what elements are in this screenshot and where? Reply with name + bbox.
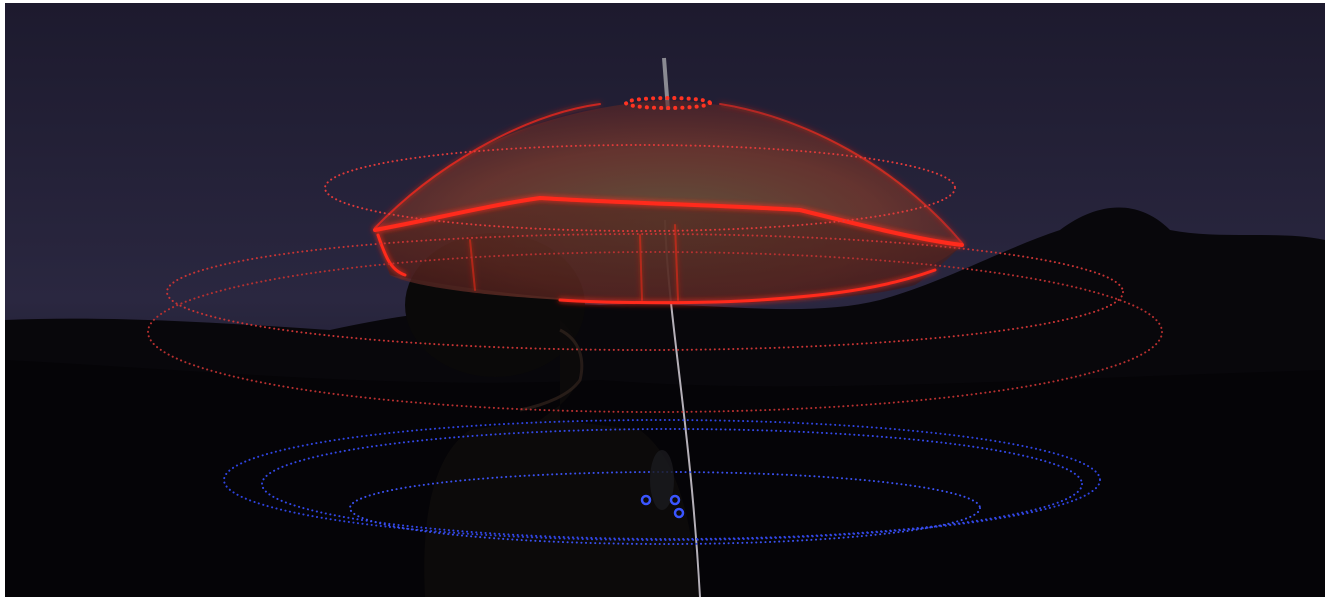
skirt-light-bottom [558,268,937,305]
rib-light-left [374,103,601,229]
face-edge [519,328,584,412]
umbrella-lights [373,103,964,305]
blue-ring [223,419,1101,541]
blue-ring [261,428,1083,540]
rib-light-right [719,103,963,244]
red-light-rings [147,144,1163,413]
blue-led [669,494,681,506]
umbrella [373,96,964,305]
blue-ring [349,471,981,545]
rib-lights [469,224,679,301]
red-ring [324,144,956,232]
blue-light-rings [223,419,1101,545]
person-body [424,320,700,597]
blue-led [673,507,685,519]
top-light-ring [624,96,712,110]
skirt-light-left [376,233,407,277]
rim-light [373,195,964,247]
red-ring [147,251,1163,413]
red-ring [166,233,1124,351]
hand [650,450,674,510]
hand-lights [640,450,685,519]
blue-led [640,494,652,506]
